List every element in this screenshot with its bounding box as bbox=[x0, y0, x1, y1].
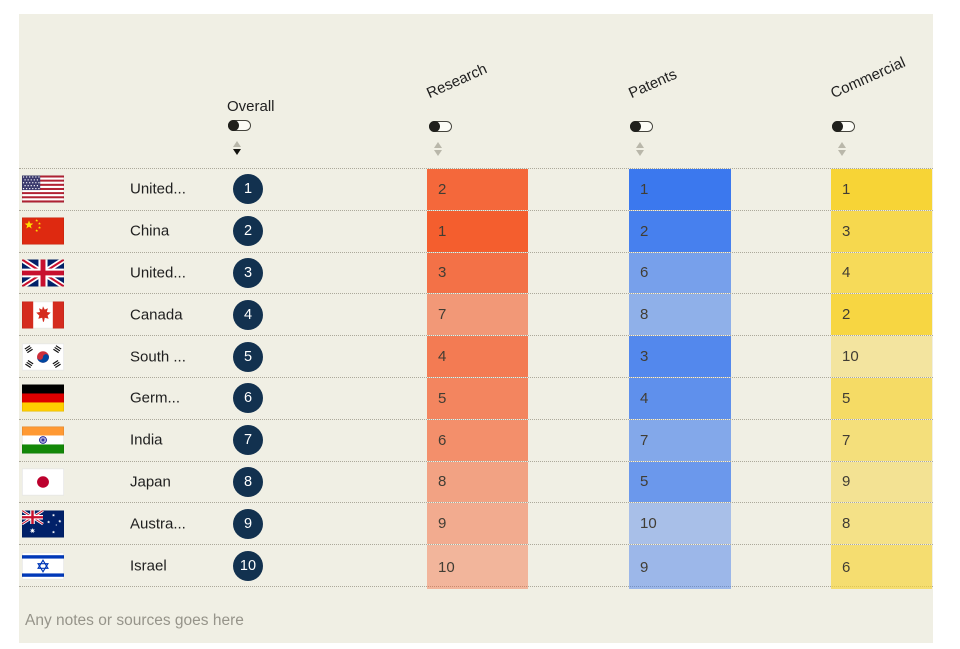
commercial-sort-control[interactable] bbox=[838, 142, 846, 156]
country-label: Austra... bbox=[130, 515, 186, 533]
patents-sort-control[interactable] bbox=[636, 142, 644, 156]
table-row: United... 3 3 6 4 bbox=[19, 252, 933, 295]
table-row: China 2 1 2 3 bbox=[19, 210, 933, 253]
column-header-overall: Overall bbox=[227, 98, 275, 115]
sort-down-icon bbox=[233, 149, 241, 155]
patents-cell: 5 bbox=[629, 461, 731, 503]
commercial-cell: 7 bbox=[831, 419, 932, 461]
flag-icon-kr bbox=[22, 343, 64, 371]
patents-cell: 3 bbox=[629, 336, 731, 377]
commercial-cell: 3 bbox=[831, 210, 932, 252]
flag-icon-cn bbox=[22, 217, 64, 245]
country-label: South ... bbox=[130, 348, 186, 366]
flag-icon-gb bbox=[22, 259, 64, 287]
table-row: Austra... 9 9 10 8 bbox=[19, 503, 933, 546]
patents-cell: 7 bbox=[629, 419, 731, 461]
research-cell: 6 bbox=[427, 419, 528, 461]
research-toggle-icon[interactable] bbox=[428, 120, 452, 132]
sort-down-icon bbox=[636, 150, 644, 156]
table-row: South ... 5 4 3 10 bbox=[19, 336, 933, 378]
country-label: Germ... bbox=[130, 389, 181, 407]
flag-icon-us bbox=[22, 175, 64, 203]
patents-cell: 1 bbox=[629, 169, 731, 210]
research-cell: 9 bbox=[427, 503, 528, 545]
table-row: Israel 10 10 9 6 bbox=[19, 545, 933, 589]
overall-rank-badge: 7 bbox=[233, 425, 263, 456]
table-row: Japan 8 8 5 9 bbox=[19, 461, 933, 504]
overall-rank-badge: 5 bbox=[233, 341, 263, 372]
research-cell: 7 bbox=[427, 294, 528, 336]
flag-icon-au bbox=[22, 510, 64, 538]
table-row: Germ... 6 5 4 5 bbox=[19, 377, 933, 420]
table-row: United... 1 2 1 1 bbox=[19, 169, 933, 211]
research-cell: 5 bbox=[427, 377, 528, 419]
flag-icon-de bbox=[22, 384, 64, 412]
footer-note: Any notes or sources goes here bbox=[25, 612, 244, 629]
overall-rank-badge: 3 bbox=[233, 257, 263, 288]
ranking-table-body: United... 1 2 1 1 China 2 1 2 3 United... 3 3 6 4 Canad… bbox=[19, 168, 933, 589]
commercial-cell: 4 bbox=[831, 252, 932, 294]
patents-cell: 8 bbox=[629, 294, 731, 336]
patents-cell: 6 bbox=[629, 252, 731, 294]
overall-rank-badge: 6 bbox=[233, 383, 263, 414]
country-label: Japan bbox=[130, 473, 171, 491]
sort-up-icon bbox=[233, 141, 241, 147]
sort-up-icon bbox=[838, 142, 846, 148]
overall-rank-badge: 4 bbox=[233, 299, 263, 330]
overall-toggle-icon[interactable] bbox=[227, 119, 251, 131]
commercial-cell: 6 bbox=[831, 545, 932, 589]
commercial-cell: 1 bbox=[831, 169, 932, 210]
patents-cell: 2 bbox=[629, 210, 731, 252]
flag-icon-ca bbox=[22, 301, 64, 329]
patents-cell: 4 bbox=[629, 377, 731, 419]
country-label: Canada bbox=[130, 306, 183, 324]
overall-sort-control[interactable] bbox=[233, 141, 241, 155]
toggle-knob-icon bbox=[428, 120, 440, 132]
research-cell: 8 bbox=[427, 461, 528, 503]
research-cell: 3 bbox=[427, 252, 528, 294]
overall-rank-badge: 2 bbox=[233, 216, 263, 247]
commercial-cell: 2 bbox=[831, 294, 932, 336]
patents-toggle-icon[interactable] bbox=[629, 120, 653, 132]
overall-rank-badge: 1 bbox=[233, 174, 263, 205]
patents-cell: 9 bbox=[629, 545, 731, 589]
commercial-cell: 5 bbox=[831, 377, 932, 419]
commercial-cell: 8 bbox=[831, 503, 932, 545]
sort-up-icon bbox=[434, 142, 442, 148]
toggle-knob-icon bbox=[227, 119, 239, 131]
overall-rank-badge: 8 bbox=[233, 466, 263, 497]
research-cell: 4 bbox=[427, 336, 528, 377]
commercial-toggle-icon[interactable] bbox=[831, 120, 855, 132]
table-row: Canada 4 7 8 2 bbox=[19, 294, 933, 337]
research-sort-control[interactable] bbox=[434, 142, 442, 156]
country-label: United... bbox=[130, 180, 186, 198]
toggle-knob-icon bbox=[629, 120, 641, 132]
flag-icon-in bbox=[22, 426, 64, 454]
sort-down-icon bbox=[434, 150, 442, 156]
country-label: India bbox=[130, 431, 163, 449]
country-label: United... bbox=[130, 264, 186, 282]
country-label: China bbox=[130, 222, 170, 240]
overall-rank-badge: 9 bbox=[233, 508, 263, 539]
sort-down-icon bbox=[838, 150, 846, 156]
overall-rank-badge: 10 bbox=[233, 550, 263, 581]
country-label: Israel bbox=[130, 557, 167, 575]
commercial-cell: 9 bbox=[831, 461, 932, 503]
toggle-knob-icon bbox=[831, 120, 843, 132]
patents-cell: 10 bbox=[629, 503, 731, 545]
table-row: India 7 6 7 7 bbox=[19, 419, 933, 462]
commercial-cell: 10 bbox=[831, 336, 932, 377]
flag-icon-il bbox=[22, 552, 64, 580]
sort-up-icon bbox=[636, 142, 644, 148]
research-cell: 2 bbox=[427, 169, 528, 210]
research-cell: 1 bbox=[427, 210, 528, 252]
flag-icon-jp bbox=[22, 468, 64, 496]
research-cell: 10 bbox=[427, 545, 528, 589]
